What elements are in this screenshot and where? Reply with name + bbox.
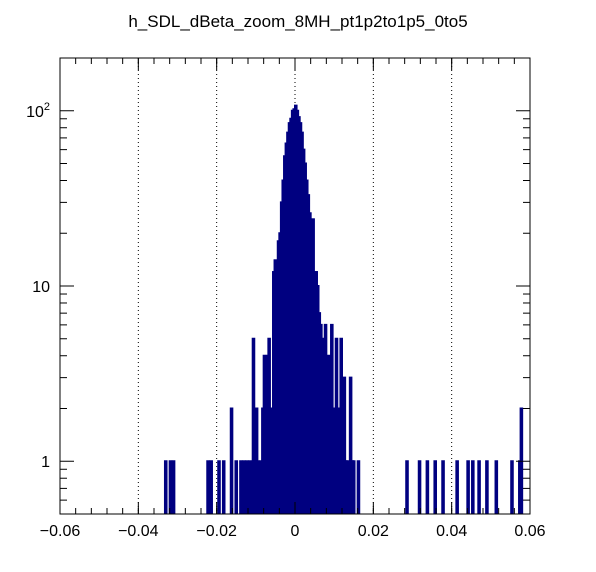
histogram-bin: [417, 460, 422, 514]
histogram-bin: [315, 285, 320, 514]
histogram-bin: [267, 337, 271, 514]
histogram-bin: [248, 460, 253, 514]
x-tick-label: −0.06: [40, 523, 81, 540]
x-tick-label: −0.04: [118, 523, 159, 540]
y-tick-label: 102: [26, 101, 50, 121]
y-tick-label: 1: [41, 454, 50, 471]
histogram-bin: [510, 460, 514, 514]
histogram-bin: [334, 337, 339, 514]
x-tick-label: −0.02: [196, 523, 237, 540]
histogram-bin: [229, 407, 234, 514]
histogram-bin: [251, 337, 256, 514]
histogram-bin: [239, 460, 243, 514]
y-tick-label: 10: [32, 279, 50, 296]
x-tick-label: 0.02: [358, 523, 389, 540]
histogram-bin: [245, 460, 249, 514]
histogram-bin: [345, 460, 350, 514]
histogram-bin: [168, 460, 173, 514]
histogram-bars: [163, 104, 524, 514]
histogram-bin: [477, 460, 481, 514]
y-axis: 1 10 102: [26, 57, 530, 515]
histogram-bin: [234, 460, 239, 514]
histogram-bin: [242, 460, 246, 514]
histogram-bin: [209, 460, 213, 514]
histogram-bin: [433, 460, 437, 514]
histogram-bin: [356, 460, 361, 514]
histogram-bin: [221, 460, 226, 514]
x-tick-label: 0: [291, 523, 300, 540]
histogram-bin: [206, 460, 210, 514]
histogram-bin: [342, 376, 347, 514]
histogram-bin: [163, 460, 168, 514]
histogram-bin: [256, 460, 260, 514]
histogram-bin: [405, 460, 409, 514]
histogram-bin: [485, 460, 489, 514]
histogram-bin: [348, 376, 353, 514]
x-axis: −0.06 −0.04 −0.02 0 0.02 0.04 0.06: [40, 58, 546, 540]
chart-title: h_SDL_dBeta_zoom_8MH_pt1p2to1p5_0to5: [128, 12, 467, 31]
histogram-bin: [425, 460, 430, 514]
histogram-bin: [455, 460, 459, 514]
x-tick-label: 0.04: [436, 523, 467, 540]
histogram-bin: [217, 460, 221, 514]
histogram-bin: [494, 460, 499, 514]
histogram-bin: [471, 460, 475, 514]
histogram-bin: [171, 460, 176, 514]
histogram-bin: [466, 460, 470, 514]
x-tick-label: 0.06: [514, 523, 545, 540]
histogram-bin: [351, 460, 356, 514]
histogram-bin: [441, 460, 445, 514]
